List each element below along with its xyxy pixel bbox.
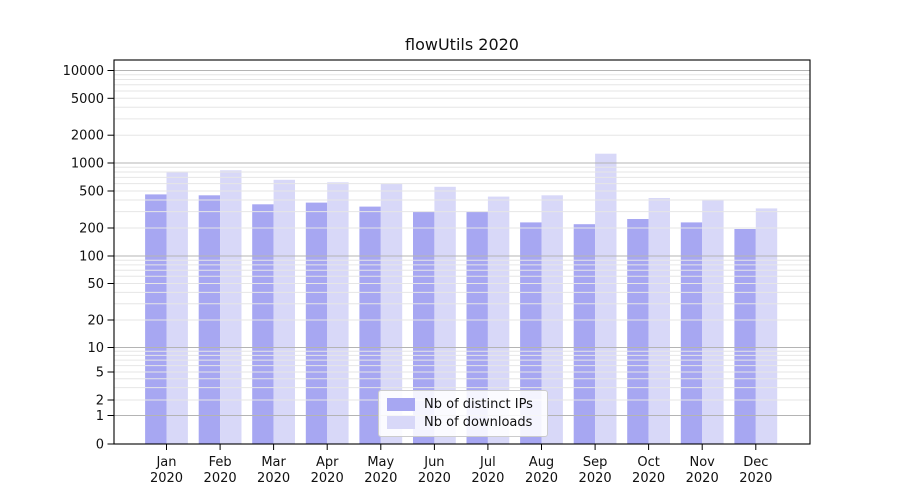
bar-distinct-ips-mar [252, 204, 274, 444]
x-tick-label-month: Mar [261, 455, 286, 470]
bar-downloads-mar [273, 179, 295, 445]
bar-downloads-jan [166, 172, 188, 444]
y-tick-label: 0 [96, 438, 104, 453]
y-tick-label: 100 [79, 250, 104, 265]
x-tick-label-month: Jul [479, 455, 496, 470]
bar-distinct-ips-jan [145, 194, 167, 444]
x-tick-label-year: 2020 [579, 471, 612, 486]
y-tick-label: 10 [87, 341, 104, 356]
x-tick-label-year: 2020 [686, 471, 719, 486]
x-tick-label-year: 2020 [311, 471, 344, 486]
legend-item-distinct-ips: Nb of distinct IPs [387, 395, 539, 414]
x-tick-label-year: 2020 [739, 471, 772, 486]
x-tick-label-month: Oct [637, 455, 659, 470]
x-tick-label-month: Aug [529, 455, 554, 470]
y-tick-label: 2000 [71, 129, 104, 144]
y-tick-label: 1 [96, 409, 104, 424]
y-tick-label: 1000 [71, 157, 104, 172]
x-tick-label-month: Feb [209, 455, 232, 470]
legend-swatch-downloads [387, 416, 415, 430]
x-tick-label-month: Apr [316, 455, 339, 470]
bar-downloads-sep [595, 153, 617, 444]
y-tick-label: 5 [96, 366, 104, 381]
legend-item-downloads: Nb of downloads [387, 414, 539, 433]
x-tick-label-month: May [367, 455, 394, 470]
legend-swatch-distinct-ips [387, 397, 415, 411]
bar-distinct-ips-sep [573, 224, 596, 444]
plot-border [113, 59, 811, 445]
bar-downloads-dec [755, 208, 778, 444]
x-tick-label-year: 2020 [204, 471, 237, 486]
x-tick-label-year: 2020 [525, 471, 558, 486]
x-tick-label-month: Jan [155, 455, 176, 470]
x-tick-label-year: 2020 [257, 471, 290, 486]
x-tick-label-year: 2020 [418, 471, 451, 486]
x-tick-label-year: 2020 [364, 471, 397, 486]
x-tick-label-month: Nov [690, 455, 716, 470]
legend-label-distinct-ips: Nb of distinct IPs [424, 396, 533, 412]
y-tick-label: 5000 [71, 92, 104, 107]
x-tick-label-year: 2020 [150, 471, 183, 486]
legend: Nb of distinct IPs Nb of downloads [378, 390, 548, 437]
x-tick-label-year: 2020 [632, 471, 665, 486]
y-tick-label: 500 [79, 185, 104, 200]
chart-title: flowUtils 2020 [405, 35, 519, 54]
legend-label-downloads: Nb of downloads [424, 415, 533, 431]
y-tick-label: 50 [87, 277, 104, 292]
y-tick-label: 10000 [63, 64, 104, 79]
y-tick-label: 20 [87, 314, 104, 329]
x-tick-label-year: 2020 [471, 471, 504, 486]
bar-distinct-ips-nov [680, 222, 703, 444]
y-tick-label: 200 [79, 222, 104, 237]
x-tick-label-month: Dec [743, 455, 768, 470]
bar-downloads-jun [434, 186, 456, 445]
x-tick-label-month: Sep [583, 455, 608, 470]
bar-downloads-nov [702, 199, 724, 444]
bar-distinct-ips-aug [520, 222, 542, 444]
bar-downloads-apr [327, 182, 349, 445]
bar-downloads-feb [220, 170, 242, 445]
y-tick-label: 2 [96, 394, 104, 409]
bar-distinct-ips-dec [734, 229, 756, 444]
bar-distinct-ips-oct [627, 219, 649, 444]
bar-downloads-oct [648, 198, 670, 444]
x-tick-label-month: Jun [423, 455, 444, 470]
bar-distinct-ips-may [359, 206, 381, 444]
bar-distinct-ips-apr [305, 202, 328, 444]
